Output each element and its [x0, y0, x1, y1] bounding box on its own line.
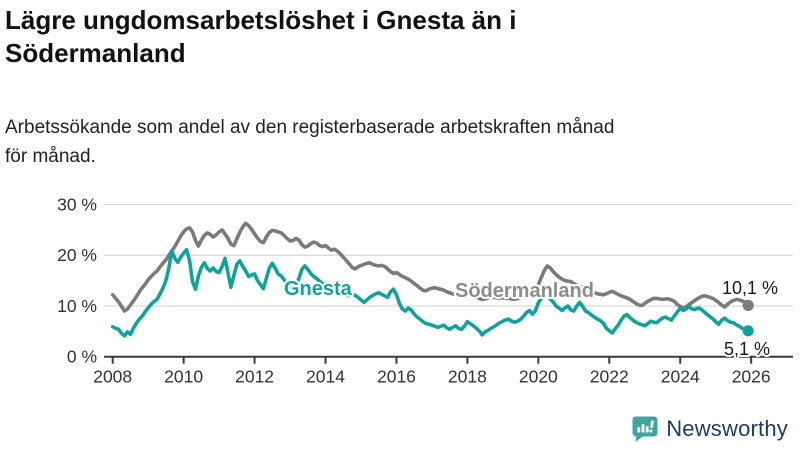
- x-axis-tick-label: 2016: [377, 367, 416, 387]
- series-line-gnesta: [110, 247, 751, 338]
- chart-subtitle: Arbetssökande som andel av den registerb…: [5, 113, 795, 172]
- y-axis-tick-label: 20 %: [57, 245, 97, 265]
- y-axis-tick-label: 10 %: [57, 296, 97, 316]
- y-axis-tick-label: 30 %: [57, 195, 97, 215]
- x-axis-tick-label: 2010: [164, 367, 203, 387]
- chart-canvas: 0 % 10 % 20 % 30 % 2008 2010 2012 2014 2016 2018 2…: [57, 195, 793, 387]
- x-axis-tick-label: 2012: [235, 367, 274, 387]
- x-axis-tick-label: 2022: [590, 367, 629, 387]
- title-line-1: Lägre ungdomsarbetslöshet i Gnesta än i: [5, 5, 517, 35]
- series-end-dot-gnesta: [742, 325, 754, 337]
- bar-chart-speech-bubble-icon: [632, 416, 658, 442]
- series-line-södermanland: [110, 221, 751, 313]
- logo-text: Newsworthy: [666, 416, 788, 441]
- label-layer: Gnesta Södermanland 10,1 % 5,1 %: [282, 276, 780, 361]
- subtitle-line-2: för månad.: [5, 146, 96, 168]
- end-value-label-gnesta: 5,1 %: [724, 339, 770, 359]
- x-axis-tick-label: 2026: [732, 367, 771, 387]
- x-axis-tick-label: 2014: [306, 367, 345, 387]
- subtitle-line-1: Arbetssökande som andel av den registerb…: [5, 117, 615, 138]
- x-axis-tick-label: 2018: [448, 367, 487, 387]
- x-axis-tick-label: 2020: [519, 367, 558, 387]
- grid-layer: 0 % 10 % 20 % 30 % 2008 2010 2012 2014 2016 2018 2…: [57, 195, 793, 387]
- x-axis-tick-label: 2024: [661, 367, 700, 387]
- x-axis-tick-label: 2008: [93, 367, 132, 387]
- end-value-label-sodermanland: 10,1 %: [722, 278, 778, 298]
- line-chart: 0 % 10 % 20 % 30 % 2008 2010 2012 2014 2016 2018 2…: [0, 188, 800, 402]
- page-title: Lägre ungdomsarbetslöshet i Gnesta än i …: [5, 4, 785, 71]
- newsworthy-logo: Newsworthy: [631, 414, 788, 444]
- y-axis-tick-label: 0 %: [67, 347, 97, 367]
- series-end-dot-södermanland: [742, 299, 754, 312]
- series-label-gnesta: Gnesta: [284, 278, 353, 300]
- series-layer: [110, 221, 754, 338]
- title-line-2: Södermanland: [5, 38, 186, 69]
- series-label-sodermanland: Södermanland: [455, 280, 594, 302]
